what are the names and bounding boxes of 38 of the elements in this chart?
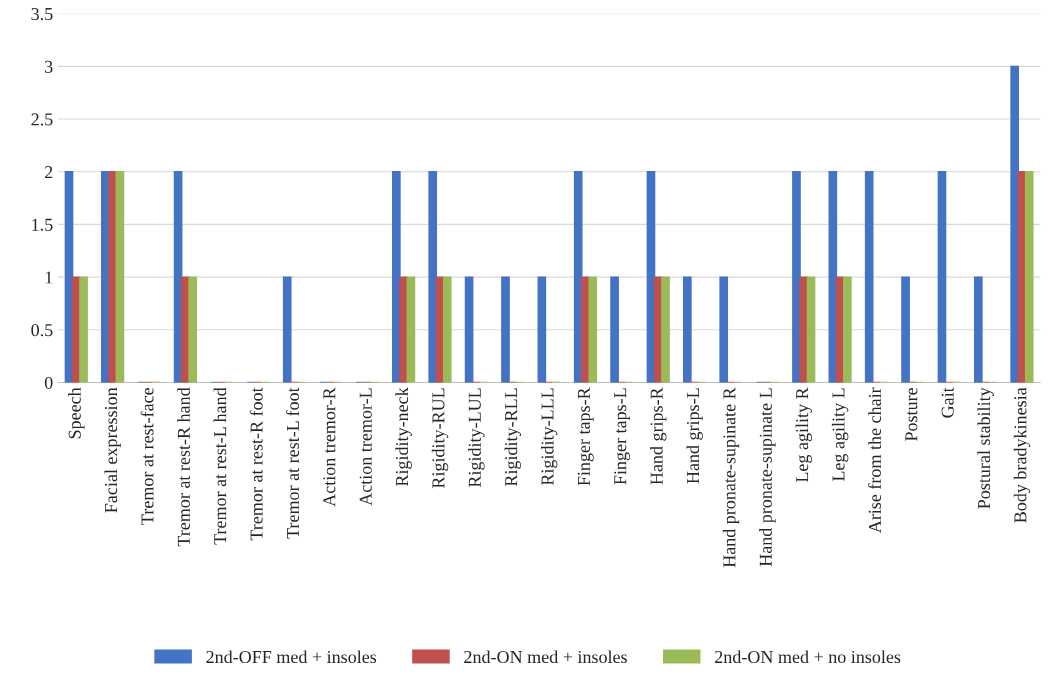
x-tick-label: Leg agility L	[831, 388, 849, 482]
x-tick-label: Body bradykinesia	[1013, 387, 1031, 523]
x-tick-label: Hand pronate-supinate R	[722, 387, 740, 568]
y-tick-label: 2	[44, 166, 53, 178]
x-tick-label: Gait	[941, 387, 954, 418]
x-tick-label: Hand grips-R	[650, 387, 667, 485]
x-tick-label: Tremor at rest-face	[140, 387, 154, 525]
x-tick-label: Hand grips-L	[686, 388, 703, 484]
x-tick-label: Action tremor-R	[323, 387, 336, 507]
x-tick-label: Postural stability	[977, 387, 994, 509]
x-tick-label: Rigidity-RLL	[504, 388, 521, 487]
x-tick-label: Facial expression	[104, 387, 121, 513]
x-tick-label: Action tremor-L	[359, 388, 372, 506]
legend-label: 2nd-OFF med + insoles	[206, 650, 377, 664]
legend-label: 2nd-ON med + no insoles	[715, 650, 901, 664]
y-tick-label: 3	[45, 60, 53, 73]
x-tick-label: Tremor at rest-L foot	[286, 387, 300, 539]
x-tick-label: Tremor at rest-L hand	[213, 387, 227, 545]
legend-label: 2nd-ON med + insoles	[464, 650, 627, 664]
x-tick-label: Finger taps-L	[614, 388, 631, 485]
x-tick-label: Rigidity-neck	[395, 387, 412, 487]
y-tick-label: 1.5	[32, 218, 53, 231]
y-tick-label: 2.5	[31, 113, 53, 126]
x-tick-label: Hand pronate-supinate L	[759, 388, 776, 567]
y-tick-label: 0.5	[31, 324, 53, 337]
x-tick-label: Rigidity-RUL	[431, 388, 449, 489]
x-tick-label: Arise from the chair	[868, 387, 881, 534]
x-tick-label: Tremor at rest-R hand	[177, 387, 190, 547]
x-tick-label: Rigidity-LLL	[540, 388, 558, 486]
y-tick-label: 3.5	[31, 7, 53, 21]
x-tick-label: Speech	[68, 387, 85, 439]
x-tick-label: Posture	[905, 387, 918, 441]
x-tick-label: Tremor at rest-R foot	[249, 387, 263, 541]
x-tick-label: Rigidity-LUL	[468, 388, 485, 488]
y-tick-label: 1	[45, 271, 53, 284]
y-tick-label: 0	[44, 376, 53, 389]
x-tick-label: Finger taps-R	[577, 387, 594, 486]
x-tick-label: Leg agility R	[795, 387, 812, 483]
